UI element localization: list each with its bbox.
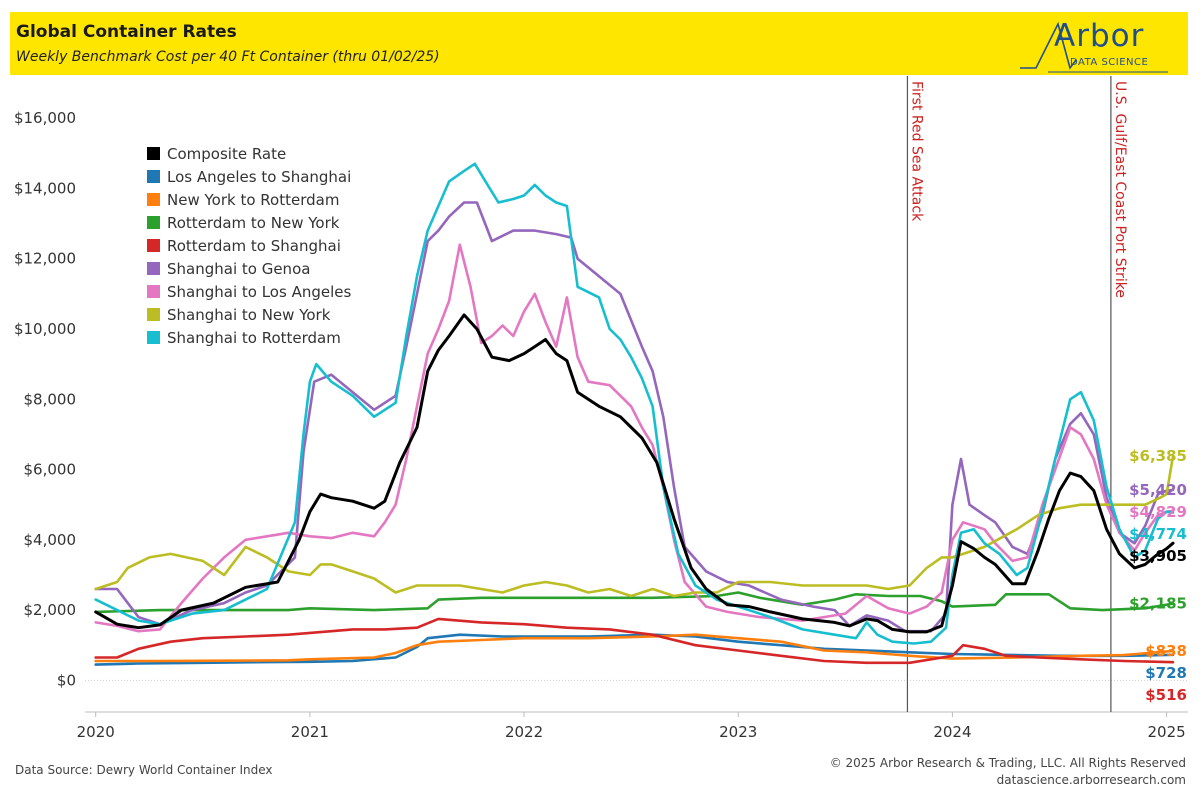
x-tick-label: 2020 — [77, 723, 115, 741]
legend-item: Rotterdam to New York — [147, 211, 351, 234]
series-line-shanghai-to-new-york — [94, 454, 1175, 598]
legend-item: Shanghai to Los Angeles — [147, 280, 351, 303]
chart-subtitle: Weekly Benchmark Cost per 40 Ft Containe… — [16, 49, 440, 65]
end-value-label: $5,420 — [1129, 481, 1187, 499]
y-tick-label: $6,000 — [24, 461, 77, 479]
legend-label: Shanghai to Los Angeles — [167, 282, 352, 301]
legend-label: Rotterdam to New York — [167, 213, 340, 232]
series-line-rotterdam-to-new-york — [94, 591, 1175, 614]
series-line-composite-rate — [94, 313, 1175, 634]
series-line-shanghai-to-los-angeles — [94, 243, 1175, 633]
end-value-label: $516 — [1145, 686, 1187, 704]
data-source-note: Data Source: Dewry World Container Index — [15, 763, 273, 777]
legend-label: Shanghai to Rotterdam — [167, 328, 341, 347]
annotation-label: First Red Sea Attack — [908, 81, 924, 222]
legend-swatch — [147, 285, 160, 298]
legend-item: Shanghai to New York — [147, 303, 351, 326]
annotation-label: U.S. Gulf/East Coast Port Strike — [1112, 81, 1128, 298]
website-text: datascience.arborresearch.com — [996, 773, 1186, 787]
y-tick-label: $8,000 — [24, 390, 77, 408]
x-tick-label: 2023 — [719, 723, 757, 741]
y-tick-label: $14,000 — [14, 179, 76, 197]
header-banner: Global Container Rates Weekly Benchmark … — [10, 12, 1188, 75]
chart-title: Global Container Rates — [16, 22, 237, 42]
x-tick-label: 2024 — [933, 723, 971, 741]
series-line-new-york-to-rotterdam — [94, 633, 1175, 663]
legend-label: Los Angeles to Shanghai — [167, 167, 352, 186]
legend-item: Los Angeles to Shanghai — [147, 165, 351, 188]
legend-swatch — [147, 239, 160, 252]
legend-swatch — [147, 193, 160, 206]
copyright-text: © 2025 Arbor Research & Trading, LLC. Al… — [829, 756, 1186, 770]
legend-label: Shanghai to Genoa — [167, 259, 311, 278]
arbor-logo: Arbor DATA SCIENCE — [1018, 16, 1178, 74]
legend-swatch — [147, 216, 160, 229]
y-tick-label: $10,000 — [14, 320, 76, 338]
x-tick-label: 2025 — [1147, 723, 1185, 741]
y-tick-label: $12,000 — [14, 250, 76, 268]
y-tick-label: $16,000 — [14, 109, 76, 127]
logo-subtitle: DATA SCIENCE — [1070, 57, 1149, 68]
legend-swatch — [147, 331, 160, 344]
end-value-label: $3,905 — [1129, 547, 1187, 565]
arbor-logo-mark-icon — [1020, 21, 1168, 73]
legend-label: Shanghai to New York — [167, 305, 331, 324]
end-value-label: $728 — [1145, 664, 1187, 682]
y-tick-label: $0 — [57, 671, 76, 689]
x-tick-label: 2022 — [505, 723, 543, 741]
legend-item: Shanghai to Genoa — [147, 257, 351, 280]
end-value-label: $6,385 — [1129, 447, 1187, 465]
legend-swatch — [147, 147, 160, 160]
legend-item: New York to Rotterdam — [147, 188, 351, 211]
end-value-label: $4,829 — [1129, 503, 1187, 521]
end-value-label: $4,774 — [1129, 525, 1187, 543]
logo-name: Arbor — [1054, 18, 1145, 54]
series-line-shanghai-to-rotterdam — [94, 162, 1175, 645]
legend-swatch — [147, 170, 160, 183]
end-value-label: $838 — [1145, 642, 1187, 660]
legend-item: Composite Rate — [147, 142, 351, 165]
end-value-label: $2,185 — [1129, 595, 1187, 613]
x-tick-label: 2021 — [291, 723, 329, 741]
legend-label: Composite Rate — [167, 144, 287, 163]
legend-label: Rotterdam to Shanghai — [167, 236, 341, 255]
y-tick-label: $4,000 — [24, 531, 77, 549]
legend-label: New York to Rotterdam — [167, 190, 340, 209]
copyright-block: © 2025 Arbor Research & Trading, LLC. Al… — [830, 755, 1186, 789]
series-line-rotterdam-to-shanghai — [94, 617, 1175, 665]
header-background — [10, 12, 1188, 75]
legend-swatch — [147, 308, 160, 321]
y-tick-label: $2,000 — [24, 601, 77, 619]
legend-item: Shanghai to Rotterdam — [147, 326, 351, 349]
legend-item: Rotterdam to Shanghai — [147, 234, 351, 257]
legend-swatch — [147, 262, 160, 275]
chart-legend: Composite Rate Los Angeles to Shanghai New… — [147, 142, 351, 349]
